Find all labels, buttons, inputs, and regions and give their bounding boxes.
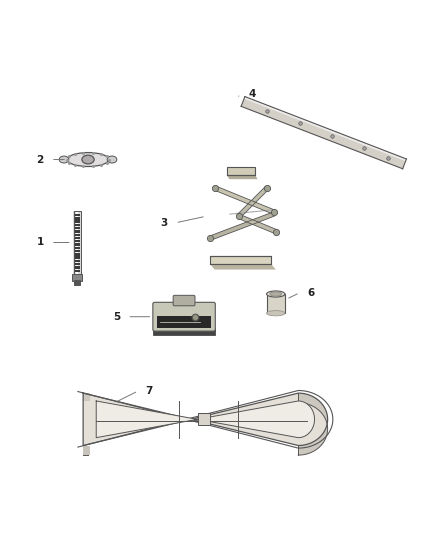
Ellipse shape	[267, 311, 285, 316]
Bar	[74, 244, 80, 246]
Bar	[74, 280, 80, 285]
FancyBboxPatch shape	[210, 256, 272, 264]
Bar	[73, 211, 76, 274]
FancyBboxPatch shape	[198, 413, 210, 425]
Bar	[157, 316, 211, 328]
Bar	[74, 211, 81, 274]
Polygon shape	[210, 264, 276, 270]
Bar	[74, 214, 80, 216]
Ellipse shape	[82, 155, 94, 164]
Bar	[74, 224, 80, 226]
Polygon shape	[226, 175, 258, 179]
Bar	[74, 253, 80, 256]
Polygon shape	[83, 446, 90, 455]
Ellipse shape	[270, 292, 282, 296]
FancyBboxPatch shape	[154, 325, 215, 329]
Polygon shape	[298, 393, 328, 455]
Bar	[74, 250, 80, 252]
FancyBboxPatch shape	[226, 167, 255, 175]
Bar	[72, 274, 82, 281]
Bar	[78, 211, 81, 274]
Bar	[74, 270, 80, 272]
Bar	[74, 263, 80, 265]
Polygon shape	[83, 393, 90, 401]
FancyBboxPatch shape	[153, 328, 215, 335]
Text: 1: 1	[36, 238, 44, 247]
Polygon shape	[209, 212, 274, 240]
Bar	[74, 247, 80, 249]
Text: 4: 4	[248, 89, 255, 99]
Bar	[74, 260, 80, 262]
Bar	[74, 227, 80, 229]
Bar	[74, 240, 80, 243]
FancyBboxPatch shape	[153, 302, 215, 331]
FancyBboxPatch shape	[155, 324, 214, 326]
Bar	[74, 217, 80, 220]
Bar	[267, 294, 285, 313]
Polygon shape	[238, 214, 276, 233]
Ellipse shape	[67, 152, 109, 166]
Polygon shape	[96, 401, 314, 438]
Text: 3: 3	[161, 218, 168, 228]
Bar	[74, 237, 80, 239]
Ellipse shape	[107, 156, 117, 163]
Polygon shape	[241, 96, 406, 169]
Polygon shape	[214, 186, 274, 214]
Bar	[74, 256, 80, 259]
Bar	[74, 230, 80, 233]
Polygon shape	[237, 187, 268, 218]
FancyBboxPatch shape	[173, 295, 195, 306]
Bar	[74, 221, 80, 223]
Text: 6: 6	[307, 288, 314, 298]
Polygon shape	[244, 97, 406, 161]
Bar	[74, 233, 80, 236]
Ellipse shape	[267, 291, 285, 297]
Text: 2: 2	[36, 155, 44, 165]
Text: 5: 5	[113, 312, 120, 322]
Bar	[74, 266, 80, 269]
Polygon shape	[83, 393, 328, 446]
Text: 7: 7	[145, 386, 153, 396]
Ellipse shape	[59, 156, 69, 163]
